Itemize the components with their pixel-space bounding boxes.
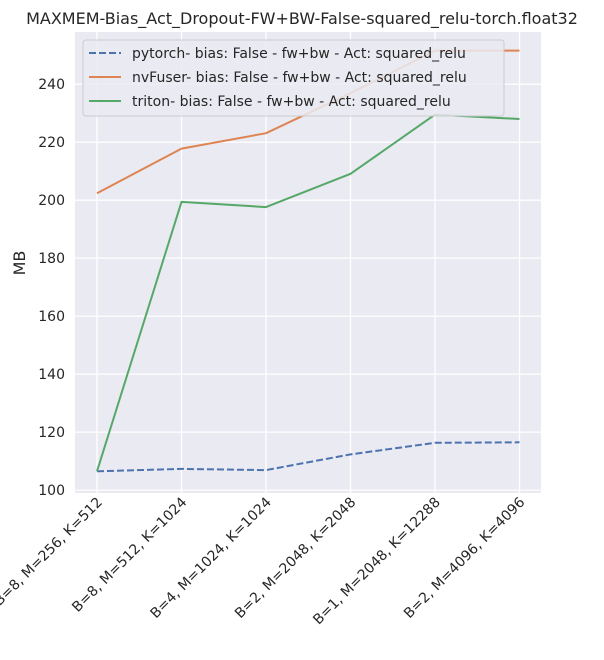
y-tick-label: 220 xyxy=(38,135,65,151)
legend-label: nvFuser- bias: False - fw+bw - Act: squa… xyxy=(132,70,467,86)
y-tick-label: 200 xyxy=(38,193,65,209)
y-axis: 100 120 140 160 180 200 220 240 xyxy=(38,77,65,499)
chart-title: MAXMEM-Bias_Act_Dropout-FW+BW-False-squa… xyxy=(26,9,578,29)
legend-box xyxy=(82,39,505,117)
y-tick-label: 160 xyxy=(38,309,65,325)
y-axis-label: MB xyxy=(10,251,29,276)
series-line-pytorch xyxy=(96,441,520,473)
legend-label: pytorch- bias: False - fw+bw - Act: squa… xyxy=(132,46,466,62)
y-tick-label: 120 xyxy=(38,425,65,441)
y-tick-label: 140 xyxy=(38,367,65,383)
y-tick-label: 100 xyxy=(38,483,65,499)
legend: pytorch- bias: False - fw+bw - Act: squa… xyxy=(82,39,505,117)
y-tick-label: 180 xyxy=(38,251,65,267)
legend-label: triton- bias: False - fw+bw - Act: squar… xyxy=(132,94,451,110)
y-tick-label: 240 xyxy=(38,77,65,93)
